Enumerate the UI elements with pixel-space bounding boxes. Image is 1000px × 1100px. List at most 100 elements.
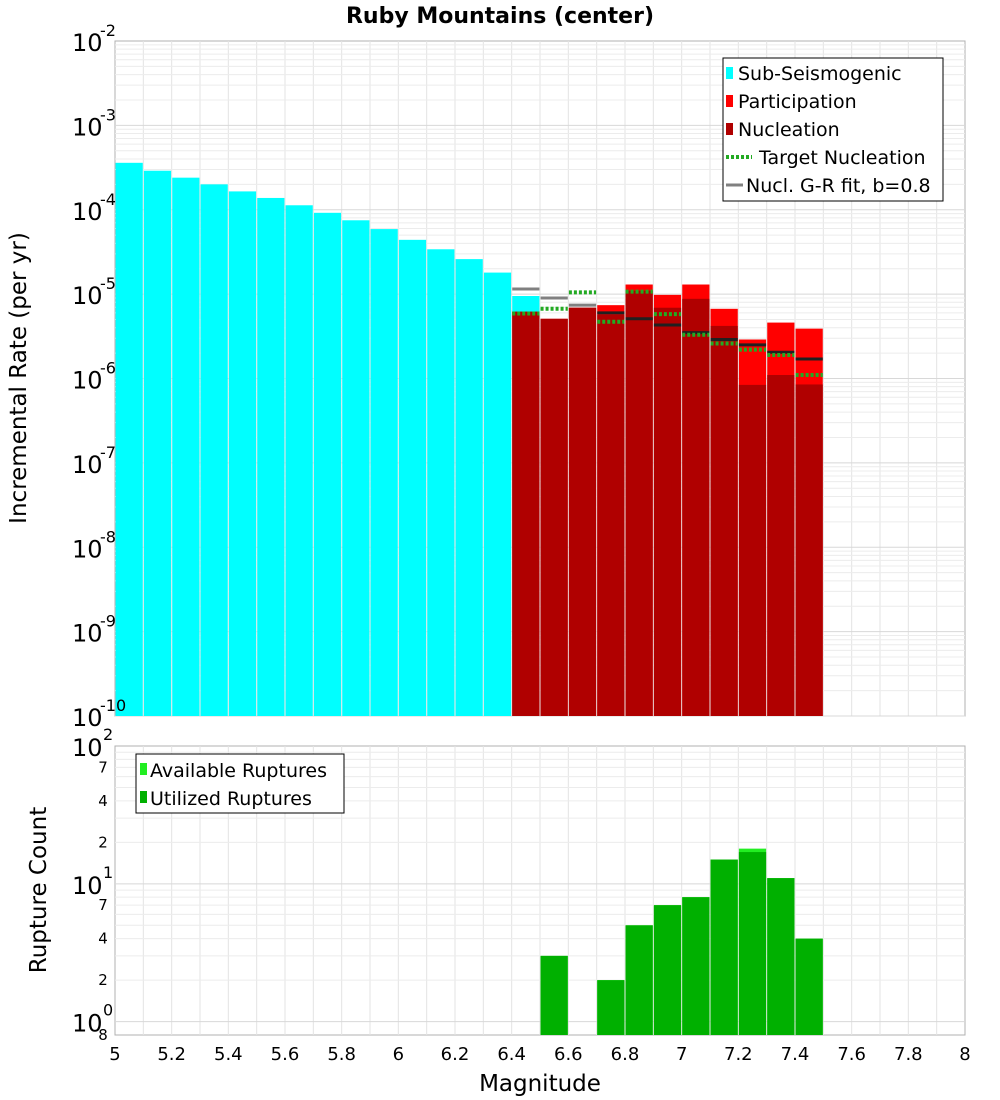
legend-label-participation: Participation (738, 91, 857, 113)
y-minor-tick-label: 4 (98, 792, 108, 810)
x-tick-label: 5 (109, 1044, 120, 1065)
rate-plot-lines (512, 287, 823, 378)
y-minor-tick-label: 8 (98, 1026, 108, 1044)
x-axis-label: Magnitude (479, 1071, 601, 1097)
legend-swatch-utilized (140, 791, 147, 803)
rate-legend: Sub-Seismogenic Participation Nucleation… (722, 57, 944, 202)
x-tick-label: 5.4 (214, 1044, 243, 1065)
utilized-ruptures-bar (597, 980, 625, 1035)
y-tick-label: 10 (72, 704, 103, 732)
y-tick-exponent: 2 (103, 725, 113, 744)
y-tick-exponent: -6 (100, 359, 116, 378)
nucleation-bar (738, 384, 767, 716)
y-minor-tick-label: 7 (98, 896, 108, 914)
x-tick-label: 7.2 (724, 1044, 753, 1065)
utilized-ruptures-bar (625, 925, 653, 1035)
legend-swatch-participation (726, 95, 733, 107)
sub-seismogenic-bar (172, 177, 200, 716)
x-tick-label: 6.4 (497, 1044, 526, 1065)
y-tick-exponent: -4 (100, 190, 116, 209)
legend-label-sub-seismogenic: Sub-Seismogenic (738, 63, 902, 85)
y-minor-tick-label: 2 (98, 833, 108, 851)
nucleation-bar (710, 325, 738, 716)
y-minor-tick-label: 4 (98, 930, 108, 948)
rupture-count-bars (540, 848, 823, 1035)
legend-label-utilized: Utilized Ruptures (150, 788, 312, 810)
x-tick-label: 6.2 (441, 1044, 470, 1065)
nucleation-bar (682, 298, 710, 716)
y-tick-exponent: -3 (100, 105, 116, 124)
legend-label-gr-fit: Nucl. G-R fit, b=0.8 (746, 175, 931, 197)
y-tick-label: 10 (72, 282, 103, 310)
x-tick-label: 5.8 (327, 1044, 356, 1065)
chart-title: Ruby Mountains (center) (346, 4, 654, 29)
sub-seismogenic-bar (257, 197, 285, 717)
rate-legend-box (722, 57, 944, 202)
y-tick-exponent: -5 (100, 274, 116, 293)
y-tick-label: 10 (72, 29, 103, 57)
sub-seismogenic-bar (228, 191, 257, 717)
y-tick-exponent: -10 (100, 696, 126, 715)
nucleation-bar (795, 384, 823, 716)
sub-seismogenic-bar (483, 272, 512, 716)
sub-seismogenic-bar (342, 220, 370, 717)
rate-plot-bars (115, 162, 823, 717)
sub-seismogenic-bar (285, 205, 313, 717)
y-tick-label: 10 (72, 734, 103, 762)
legend-label-nucleation: Nucleation (738, 119, 840, 141)
nucleation-bar (767, 375, 795, 716)
legend-label-target-nucleation: Target Nucleation (758, 147, 926, 169)
x-tick-label: 7.6 (837, 1044, 866, 1065)
x-tick-label: 7 (676, 1044, 687, 1065)
top-y-axis-label: Incremental Rate (per yr) (6, 232, 32, 524)
x-tick-label: 5.6 (271, 1044, 300, 1065)
utilized-ruptures-bar (767, 878, 795, 1035)
legend-label-available: Available Ruptures (150, 760, 327, 782)
bottom-y-axis-label: Rupture Count (26, 807, 52, 973)
utilized-ruptures-bar (540, 955, 568, 1035)
rate-plot-grid (115, 41, 965, 717)
utilized-ruptures-bar (653, 905, 682, 1035)
x-tick-label: 8 (959, 1044, 970, 1065)
sub-seismogenic-bar (200, 184, 228, 717)
sub-seismogenic-bar (313, 212, 342, 716)
x-tick-label: 5.2 (157, 1044, 186, 1065)
y-tick-label: 10 (72, 198, 103, 226)
x-tick-label: 6.6 (554, 1044, 583, 1065)
sub-seismogenic-bar (370, 229, 398, 717)
sub-seismogenic-bar (398, 239, 427, 716)
nucleation-bar (597, 314, 625, 716)
y-tick-exponent: -9 (100, 612, 116, 631)
y-tick-label: 10 (72, 872, 103, 900)
utilized-ruptures-bar (795, 938, 823, 1035)
nucleation-bar (568, 307, 597, 716)
y-tick-label: 10 (72, 1010, 103, 1038)
sub-seismogenic-bar (427, 249, 455, 716)
y-tick-exponent: -7 (100, 443, 116, 462)
nucleation-bar (512, 311, 540, 716)
legend-swatch-sub-seismogenic (726, 67, 733, 79)
x-tick-label: 6 (393, 1044, 404, 1065)
y-tick-exponent: 1 (103, 863, 113, 882)
x-tick-label: 7.4 (781, 1044, 810, 1065)
x-tick-label: 7.8 (894, 1044, 923, 1065)
y-tick-exponent: 0 (103, 1001, 113, 1020)
x-tick-label: 6.8 (611, 1044, 640, 1065)
y-tick-label: 10 (72, 367, 103, 395)
nucleation-bar (540, 318, 568, 716)
utilized-ruptures-bar (738, 852, 767, 1035)
sub-seismogenic-bar (115, 162, 143, 716)
nucleation-bar (653, 307, 682, 716)
utilized-ruptures-bar (710, 859, 738, 1035)
y-tick-label: 10 (72, 451, 103, 479)
y-minor-tick-label: 2 (98, 971, 108, 989)
y-tick-exponent: -8 (100, 527, 116, 546)
legend-swatch-nucleation (726, 123, 733, 135)
legend-swatch-available (140, 763, 147, 775)
x-axis-ticks: 5 5.2 5.4 5.6 5.8 6 6.2 6.4 6.6 6.8 7 7.2 7.4 7.6 7.8 8 (109, 1044, 970, 1065)
